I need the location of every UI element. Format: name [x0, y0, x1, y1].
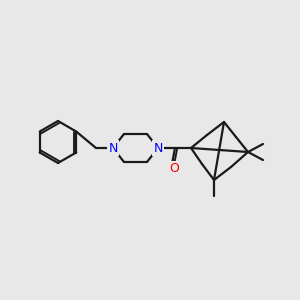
Text: N: N — [153, 142, 163, 154]
Text: O: O — [169, 163, 179, 176]
Text: N: N — [108, 142, 118, 154]
